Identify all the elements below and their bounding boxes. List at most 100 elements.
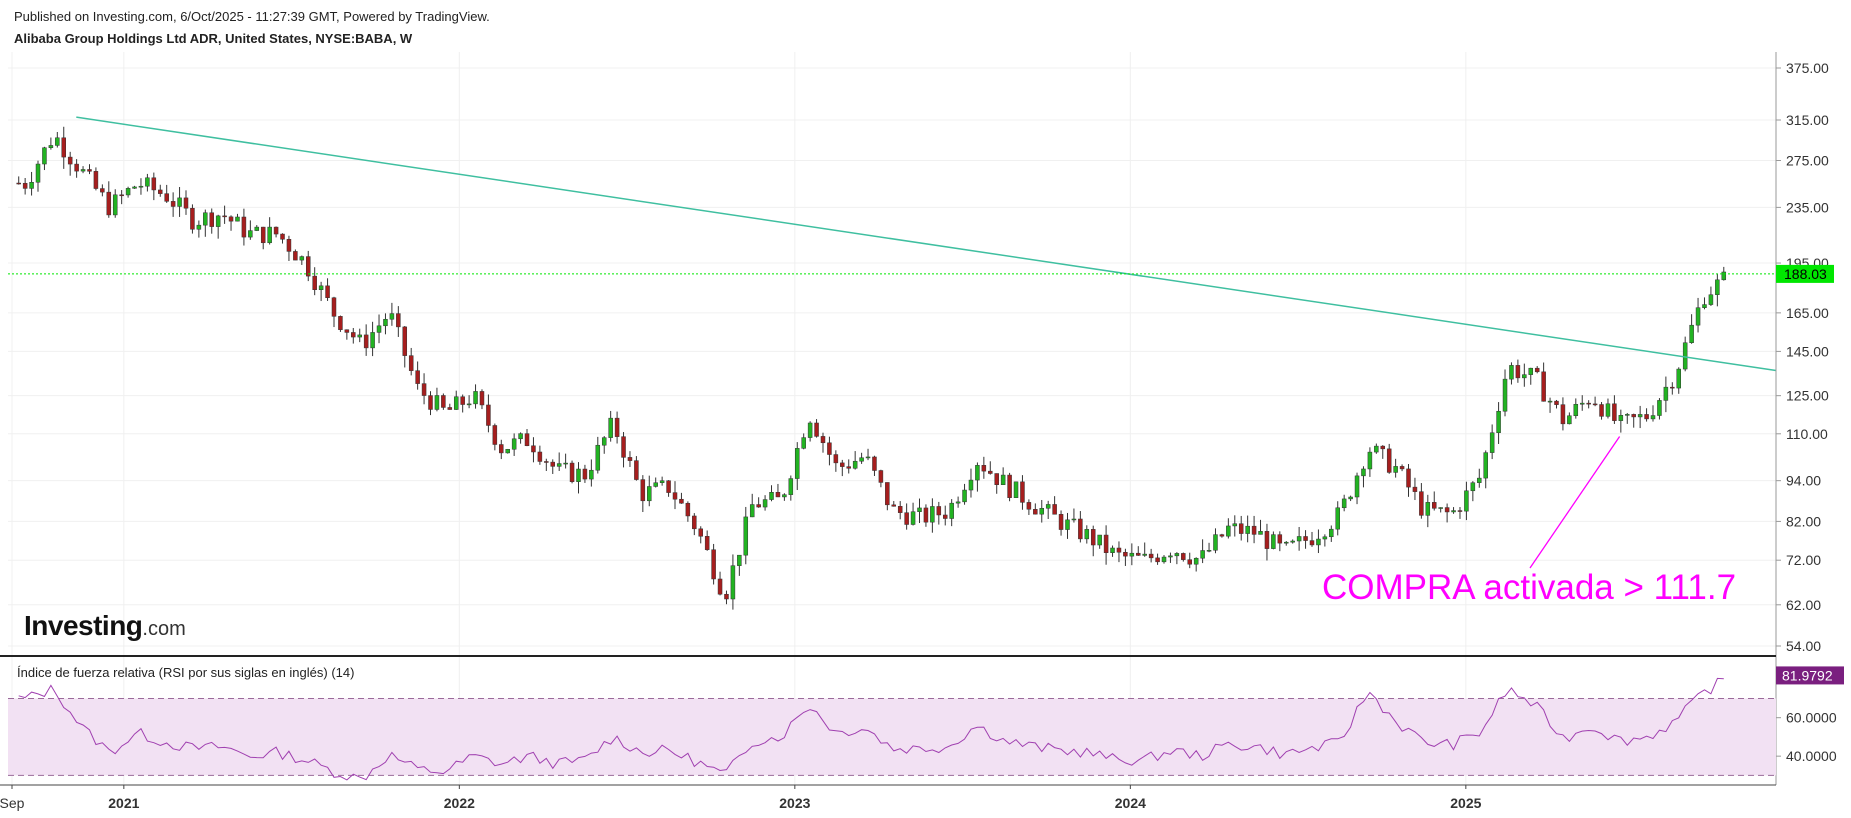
candle-down (692, 515, 697, 530)
candle-up (138, 185, 144, 188)
rsi-line (18, 677, 1724, 781)
candle-down (106, 191, 112, 216)
candle-up (1168, 555, 1173, 558)
candle-down (486, 404, 491, 426)
candle-down (614, 417, 620, 437)
buy-signal-line (1529, 436, 1621, 569)
candle-down (685, 502, 691, 517)
candle-down (1058, 514, 1064, 530)
candle-down (209, 212, 214, 227)
candle-up (389, 313, 395, 320)
price-tick-label: 235.00 (1786, 199, 1829, 215)
candle-down (306, 256, 311, 277)
candle-down (1309, 540, 1315, 546)
candle-down (897, 506, 903, 513)
candle-down (756, 504, 761, 508)
candle-up (1329, 528, 1334, 538)
candle-up (145, 177, 150, 187)
candle-up (1625, 414, 1630, 416)
candle-down (1386, 448, 1392, 473)
candle-up (370, 332, 375, 349)
candle-up (1213, 534, 1218, 551)
candle-down (344, 329, 350, 333)
candle-up (1663, 386, 1669, 401)
candle-down (1264, 531, 1270, 549)
candle-up (807, 422, 813, 438)
candle-down (524, 433, 530, 447)
candle-up (595, 444, 601, 471)
candle-down (904, 512, 909, 525)
candle-down (627, 457, 633, 461)
candle-up (865, 456, 871, 459)
candle-down (441, 395, 446, 408)
candle-up (589, 469, 594, 480)
candle-up (1348, 496, 1353, 500)
candle-up (769, 492, 774, 500)
candle-up (254, 226, 260, 231)
candle-down (1599, 404, 1604, 417)
candle-down (151, 177, 157, 191)
candle-up (1367, 451, 1373, 470)
candle-down (531, 445, 536, 453)
candle-down (16, 182, 21, 185)
candle-up (1528, 367, 1534, 375)
rsi-tick-label: 40.0000 (1786, 748, 1837, 764)
candle-down (22, 182, 28, 189)
candle-up (1245, 525, 1250, 534)
candle-up (910, 511, 916, 525)
candle-up (1084, 529, 1090, 540)
candle-up (1579, 402, 1585, 405)
candle-down (1541, 371, 1546, 402)
candle-down (537, 451, 543, 462)
candle-down (1670, 386, 1675, 389)
candle-down (408, 355, 414, 371)
candle-down (1399, 466, 1405, 470)
candle-down (1457, 510, 1463, 512)
candle-up (917, 507, 922, 512)
price-tick-label: 145.00 (1786, 343, 1829, 359)
candle-down (479, 391, 485, 406)
candle-up (859, 457, 864, 462)
candle-down (1412, 486, 1418, 492)
candle-up (1335, 507, 1340, 530)
candle-down (325, 285, 330, 298)
candle-down (569, 462, 575, 482)
candle-up (1206, 550, 1212, 552)
time-tick-label: 2023 (779, 795, 810, 811)
candle-down (1251, 525, 1257, 535)
candle-down (312, 275, 317, 290)
rsi-value-tag (1776, 666, 1844, 685)
price-tick-label: 165.00 (1786, 305, 1829, 321)
candle-up (125, 188, 131, 196)
candle-down (1033, 509, 1038, 515)
candle-down (840, 462, 845, 467)
candle-down (634, 460, 639, 480)
candle-up (563, 462, 568, 465)
candle-up (1689, 324, 1694, 343)
candle-up (653, 482, 658, 487)
price-axis: 375.00315.00275.00235.00195.00165.00145.… (1775, 52, 1834, 785)
candle-up (1708, 294, 1714, 305)
candle-down (981, 465, 987, 472)
candle-down (724, 593, 729, 600)
candle-up (788, 478, 794, 495)
candle-up (235, 216, 240, 222)
candle-up (1174, 553, 1180, 557)
candle-up (1000, 474, 1006, 485)
candle-up (466, 403, 472, 406)
candle-down (988, 470, 993, 474)
candle-up (601, 437, 607, 446)
candle-down (338, 316, 343, 330)
candle-down (158, 189, 163, 194)
candle-up (1290, 540, 1295, 543)
candle-down (260, 226, 266, 244)
candle-down (222, 215, 227, 218)
candle-down (679, 498, 684, 504)
candle-down (1078, 518, 1083, 540)
candle-up (1451, 510, 1456, 513)
candle-up (1702, 304, 1707, 308)
candle-up (1142, 553, 1147, 556)
candle-down (775, 492, 781, 498)
candle-up (1193, 557, 1199, 565)
candle-down (872, 456, 877, 471)
